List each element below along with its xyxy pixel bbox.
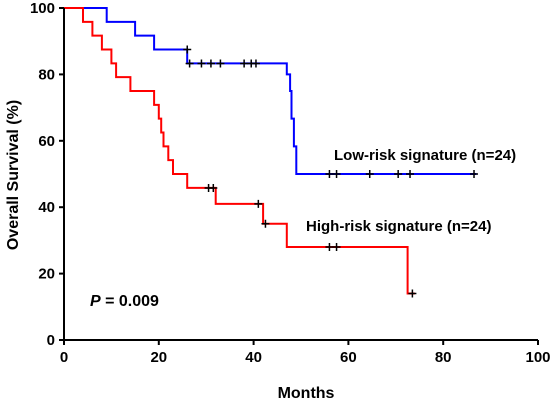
x-tick-label: 40	[245, 349, 262, 366]
p-value-text: = 0.009	[101, 293, 159, 310]
censor-mark	[332, 170, 341, 178]
censor-mark	[185, 59, 194, 68]
x-axis-label: Months	[278, 385, 335, 402]
censor-mark	[261, 219, 270, 228]
series-layer	[64, 7, 479, 298]
censor-mark	[254, 199, 263, 208]
high-risk-survival-line	[64, 7, 415, 295]
censor-mark	[206, 59, 215, 68]
low-risk-survival-line	[64, 7, 477, 175]
censor-mark	[332, 243, 341, 252]
x-tick-label: 20	[150, 349, 167, 366]
y-tick-label: 20	[38, 266, 55, 283]
x-tick-label: 100	[525, 349, 550, 366]
x-tick-label: 80	[435, 349, 452, 366]
censor-mark	[394, 170, 403, 178]
y-tick-label: 80	[38, 66, 55, 83]
y-tick-label: 0	[47, 332, 55, 349]
y-tick-label: 60	[38, 133, 55, 150]
p-value-annotation: P = 0.009	[90, 293, 159, 310]
censor-mark	[365, 170, 374, 178]
censor-mark	[209, 183, 218, 192]
y-tick-label: 100	[30, 0, 55, 17]
censor-mark	[325, 170, 334, 178]
x-axis-ticks: 0 20 40 60 80 100	[60, 340, 550, 366]
censor-mark	[470, 170, 479, 178]
x-tick-label: 0	[60, 349, 68, 366]
high-risk-series-label: High-risk signature (n=24)	[306, 218, 491, 235]
censor-mark	[197, 59, 206, 68]
x-tick-label: 60	[340, 349, 357, 366]
censor-mark	[240, 59, 249, 68]
p-value-symbol: P	[90, 293, 101, 310]
y-axis-ticks: 0 20 40 60 80 100	[30, 0, 64, 349]
censor-mark	[216, 59, 225, 68]
censor-mark	[183, 45, 192, 54]
censor-mark	[406, 170, 415, 178]
censor-mark	[325, 243, 334, 252]
low-risk-series-label: Low-risk signature (n=24)	[334, 147, 516, 164]
high-risk-series	[64, 7, 417, 298]
censor-mark	[408, 289, 417, 298]
y-axis-label: Overall Survival (%)	[5, 100, 22, 250]
y-tick-label: 40	[38, 199, 55, 216]
censor-mark	[251, 59, 260, 68]
low-risk-series	[64, 7, 479, 178]
